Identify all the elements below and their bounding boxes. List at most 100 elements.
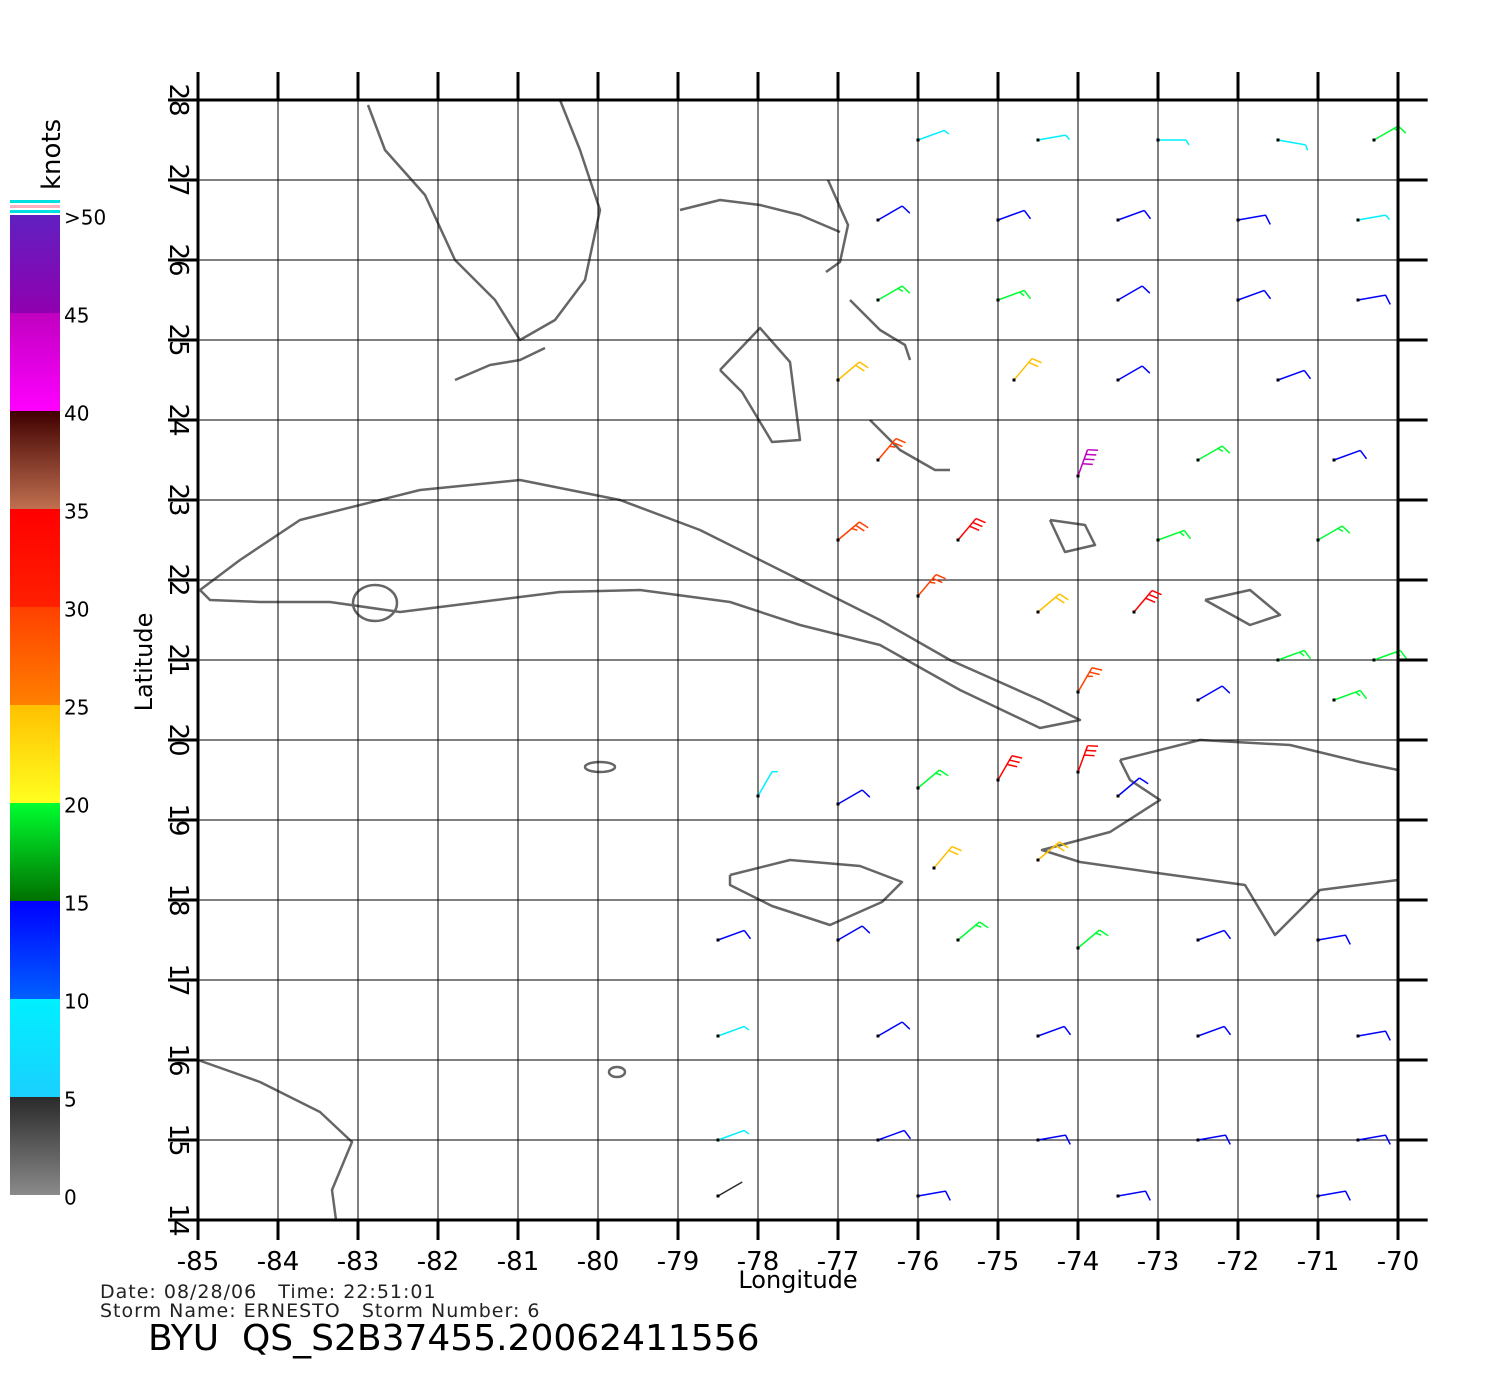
x-tick-label: -70 — [1377, 1247, 1419, 1277]
barb-flag — [1141, 365, 1151, 374]
wind-barb — [1076, 667, 1103, 694]
barb-flag — [1384, 294, 1391, 305]
barb-flag — [1299, 651, 1305, 657]
y-tick-label: 20 — [163, 723, 193, 756]
barb-flag — [932, 577, 943, 584]
barb-flag — [1223, 1025, 1232, 1036]
colorbar: knots 0 5 10 15 20 25 30 35 40 45 >50 — [10, 119, 106, 1210]
wind-barb — [1236, 289, 1272, 302]
barb-flag — [975, 924, 982, 928]
barb-station — [1372, 658, 1376, 662]
barb-station — [1196, 1138, 1200, 1142]
x-tick-label: -80 — [577, 1247, 619, 1277]
barb-flag — [1089, 671, 1100, 676]
x-tick-label: -72 — [1217, 1247, 1259, 1277]
barb-staff — [1117, 209, 1145, 221]
barb-flag — [851, 527, 858, 532]
barb-station — [916, 1194, 920, 1198]
colorbar-tick-label: 30 — [64, 598, 89, 622]
wind-barb — [836, 361, 869, 382]
colorbar-tick-label: 35 — [64, 500, 89, 524]
barb-flag — [743, 929, 752, 940]
colorbar-segment — [10, 803, 60, 901]
y-tick-label: 14 — [163, 1203, 193, 1236]
wind-barb — [1196, 929, 1232, 942]
y-tick-label: 16 — [163, 1043, 193, 1076]
barb-station — [1356, 298, 1360, 302]
barb-flag — [1344, 1190, 1351, 1201]
barb-flag — [935, 772, 942, 776]
barb-station — [1316, 538, 1320, 542]
barb-flag — [1059, 593, 1069, 601]
footer-title: BYU QS_S2B37455.20062411556 — [148, 1318, 760, 1359]
barb-flag — [1337, 527, 1344, 532]
barb-flag — [972, 521, 983, 528]
y-tick-label: 17 — [163, 963, 193, 996]
wind-barb — [1116, 365, 1151, 382]
y-tick-label: 22 — [163, 563, 193, 596]
wind-barb — [916, 769, 949, 790]
x-tick-label: -77 — [817, 1247, 859, 1277]
barb-staff — [1197, 1025, 1225, 1037]
barb-staff — [1077, 667, 1093, 693]
barb-staff — [1117, 1190, 1146, 1197]
barb-staff — [837, 925, 863, 941]
barb-staff — [1037, 1025, 1065, 1037]
barb-station — [996, 778, 1000, 782]
barb-flag — [895, 437, 906, 444]
wind-barb — [1356, 1030, 1391, 1041]
wind-barb — [836, 521, 869, 542]
wind-barb — [1156, 138, 1190, 146]
colorbar-tick-label: 40 — [64, 402, 89, 426]
colorbar-segment — [10, 1097, 60, 1195]
barb-flag — [1183, 529, 1192, 540]
wind-barb — [1036, 134, 1070, 142]
barb-flag — [1082, 463, 1093, 466]
barb-flag — [1055, 844, 1065, 852]
barb-station — [716, 938, 720, 942]
barb-flag — [1344, 934, 1351, 945]
abaco-coast — [825, 179, 850, 274]
colorbar-tick-label: 45 — [64, 304, 89, 328]
barb-station — [1356, 218, 1360, 222]
barb-station — [716, 1194, 720, 1198]
barb-flag — [944, 1190, 951, 1201]
colorbar-tick-label: 25 — [64, 696, 89, 720]
wind-barb — [1196, 685, 1231, 702]
wind-barb — [716, 1129, 750, 1142]
barb-station — [1236, 298, 1240, 302]
barb-flag — [1019, 291, 1025, 297]
barb-flag — [1144, 1190, 1151, 1201]
barb-station — [1236, 218, 1240, 222]
barb-flag — [1264, 214, 1271, 225]
barb-station — [1276, 138, 1280, 142]
x-tick-label: -76 — [897, 1247, 939, 1277]
wind-barb — [1036, 1134, 1071, 1145]
barb-station — [1036, 1034, 1040, 1038]
x-tick-label: -73 — [1137, 1247, 1179, 1277]
florida-keys — [454, 346, 546, 382]
barb-flag — [1141, 285, 1151, 294]
barb-flag — [1185, 139, 1190, 146]
barb-flag — [743, 1129, 750, 1135]
barb-flag — [901, 285, 911, 294]
barb-station — [1316, 1194, 1320, 1198]
x-tick-label: -71 — [1297, 1247, 1339, 1277]
barb-flag — [1009, 759, 1020, 764]
wind-barb — [1356, 214, 1390, 222]
barb-flag — [1055, 596, 1065, 604]
barb-flag — [1303, 649, 1312, 660]
barb-flag — [1384, 1030, 1391, 1041]
colorbar-segment — [10, 313, 60, 411]
barb-staff — [717, 1025, 745, 1037]
barb-station — [1356, 1034, 1360, 1038]
wind-barb — [932, 845, 962, 870]
barb-flag — [859, 361, 869, 369]
barb-staff — [957, 518, 977, 541]
y-axis-label: Latitude — [130, 613, 158, 712]
x-tick-label: -83 — [337, 1247, 379, 1277]
barb-station — [1196, 698, 1200, 702]
colorbar-stripe — [10, 200, 60, 203]
wind-barb — [1356, 1134, 1391, 1145]
